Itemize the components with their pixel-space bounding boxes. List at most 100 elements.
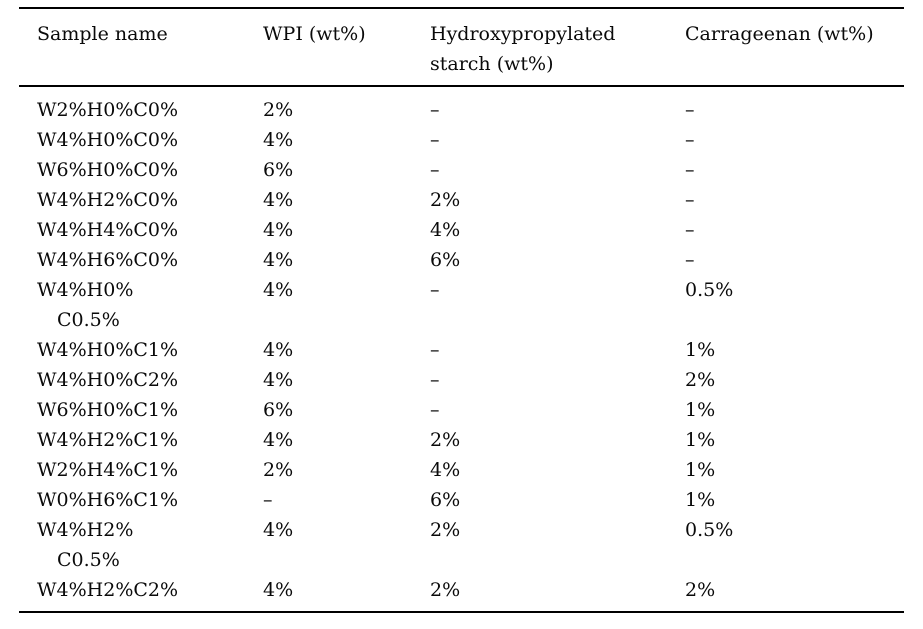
carrageenan-cell: – <box>685 159 695 181</box>
sample-name: W4%H2%C0% <box>37 189 179 211</box>
carrageenan-cell: – <box>685 189 695 211</box>
header-label: Hydroxypropylated <box>430 23 616 45</box>
sample-name: W4%H6%C0% <box>37 249 179 271</box>
header-sample-name: Sample name <box>19 8 263 87</box>
sample-name: W0%H6%C1% <box>37 489 179 511</box>
carrageenan-cell: – <box>685 219 695 241</box>
table-row: W4%H2%C2% 4% 2% 2% <box>19 575 904 612</box>
sample-name-cell: W6%H0%C0% <box>19 155 263 185</box>
sample-name: W2%H4%C1% <box>37 459 179 481</box>
sample-name: W4%H0% <box>37 279 134 301</box>
carrageenan-cell: 1% <box>685 489 716 511</box>
wpi-cell: 4% <box>263 279 294 301</box>
carrageenan-cell: 2% <box>685 369 716 391</box>
carrageenan-cell: – <box>685 249 695 271</box>
table-row: W4%H2%C1% 4% 2% 1% <box>19 425 904 455</box>
sample-name: W4%H2% <box>37 519 134 541</box>
sample-name-cell: W4%H0%C1% <box>19 335 263 365</box>
starch-cell: 4% <box>430 219 461 241</box>
header-wpi: WPI (wt%) <box>263 8 430 87</box>
sample-name-cell: W4%H0%C2% <box>19 365 263 395</box>
header-label: Sample name <box>37 23 168 45</box>
wpi-cell: 4% <box>263 429 294 451</box>
starch-cell: 6% <box>430 249 461 271</box>
table-row: W0%H6%C1% – 6% 1% <box>19 485 904 515</box>
sample-name-cell: W4%H0%C0% <box>19 125 263 155</box>
wpi-cell: 4% <box>263 249 294 271</box>
starch-cell: – <box>430 369 440 391</box>
table-row: W4%H0%C1% 4% – 1% <box>19 335 904 365</box>
sample-name: W4%H4%C0% <box>37 219 179 241</box>
wpi-cell: 4% <box>263 129 294 151</box>
sample-name-cell: W4%H4%C0% <box>19 215 263 245</box>
sample-name-wrap: C0.5% <box>57 309 120 331</box>
starch-cell: – <box>430 339 440 361</box>
sample-name-cell: W2%H0%C0% <box>19 86 263 125</box>
table-row: W2%H4%C1% 2% 4% 1% <box>19 455 904 485</box>
starch-cell: – <box>430 99 440 121</box>
sample-name: W4%H2%C1% <box>37 429 179 451</box>
sample-name-cell: W4%H2% C0.5% <box>19 515 263 575</box>
starch-cell: – <box>430 279 440 301</box>
wpi-cell: 4% <box>263 369 294 391</box>
table-row: W4%H4%C0% 4% 4% – <box>19 215 904 245</box>
sample-name-cell: W4%H2%C1% <box>19 425 263 455</box>
starch-cell: 2% <box>430 189 461 211</box>
table-row: W6%H0%C1% 6% – 1% <box>19 395 904 425</box>
table-row: W4%H6%C0% 4% 6% – <box>19 245 904 275</box>
header-row: Sample name WPI (wt%) Hydroxypropylated … <box>19 8 904 87</box>
wpi-cell: 4% <box>263 579 294 601</box>
table-header: Sample name WPI (wt%) Hydroxypropylated … <box>19 8 904 87</box>
sample-name-cell: W2%H4%C1% <box>19 455 263 485</box>
wpi-cell: 4% <box>263 189 294 211</box>
table-row: W4%H0%C0% 4% – – <box>19 125 904 155</box>
header-carrageenan: Carrageenan (wt%) <box>685 8 904 87</box>
starch-cell: 4% <box>430 459 461 481</box>
carrageenan-cell: 0.5% <box>685 279 734 301</box>
table-row: W4%H0% C0.5% 4% – 0.5% <box>19 275 904 335</box>
wpi-cell: 4% <box>263 339 294 361</box>
wpi-cell: 6% <box>263 159 294 181</box>
wpi-cell: – <box>263 489 273 511</box>
table-row: W6%H0%C0% 6% – – <box>19 155 904 185</box>
header-starch: Hydroxypropylated starch (wt%) <box>430 8 685 87</box>
sample-name-cell: W4%H2%C0% <box>19 185 263 215</box>
carrageenan-cell: – <box>685 99 695 121</box>
carrageenan-cell: 0.5% <box>685 519 734 541</box>
carrageenan-cell: 1% <box>685 429 716 451</box>
carrageenan-cell: 1% <box>685 339 716 361</box>
sample-name-cell: W4%H0% C0.5% <box>19 275 263 335</box>
wpi-cell: 2% <box>263 99 294 121</box>
starch-cell: – <box>430 159 440 181</box>
sample-name-cell: W4%H6%C0% <box>19 245 263 275</box>
sample-name: W4%H2%C2% <box>37 579 179 601</box>
starch-cell: 2% <box>430 519 461 541</box>
sample-name: W4%H0%C0% <box>37 129 179 151</box>
wpi-cell: 4% <box>263 219 294 241</box>
starch-cell: 2% <box>430 579 461 601</box>
carrageenan-cell: 1% <box>685 459 716 481</box>
sample-composition-table: Sample name WPI (wt%) Hydroxypropylated … <box>19 7 904 613</box>
sample-name: W4%H0%C2% <box>37 369 179 391</box>
starch-cell: 2% <box>430 429 461 451</box>
sample-name-cell: W0%H6%C1% <box>19 485 263 515</box>
wpi-cell: 6% <box>263 399 294 421</box>
carrageenan-cell: 1% <box>685 399 716 421</box>
wpi-cell: 4% <box>263 519 294 541</box>
table-body: W2%H0%C0% 2% – – W4%H0%C0% 4% – – W6%H0%… <box>19 86 904 612</box>
sample-name: W2%H0%C0% <box>37 99 179 121</box>
sample-name-wrap: C0.5% <box>57 549 120 571</box>
starch-cell: 6% <box>430 489 461 511</box>
table-row: W4%H0%C2% 4% – 2% <box>19 365 904 395</box>
starch-cell: – <box>430 399 440 421</box>
header-label: WPI (wt%) <box>263 23 366 45</box>
carrageenan-cell: – <box>685 129 695 151</box>
table-row: W4%H2%C0% 4% 2% – <box>19 185 904 215</box>
sample-name: W6%H0%C1% <box>37 399 179 421</box>
sample-name: W6%H0%C0% <box>37 159 179 181</box>
header-label: Carrageenan (wt%) <box>685 23 874 45</box>
sample-name: W4%H0%C1% <box>37 339 179 361</box>
starch-cell: – <box>430 129 440 151</box>
sample-name-cell: W4%H2%C2% <box>19 575 263 612</box>
header-label-wrap: starch (wt%) <box>430 53 554 75</box>
